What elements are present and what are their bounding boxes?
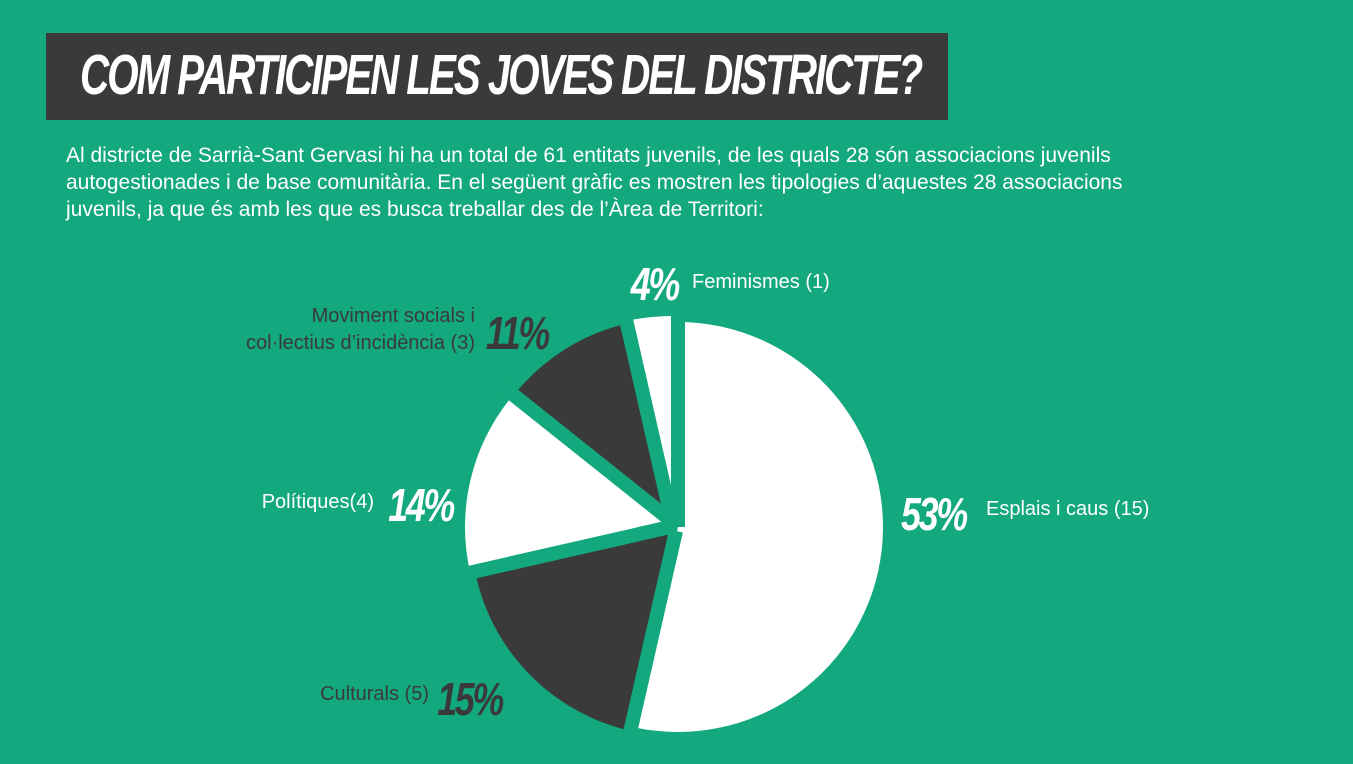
slice-separator-3 <box>449 520 672 584</box>
intro-line-2: autogestionades i de base comunitària. E… <box>66 171 1123 194</box>
category-label-4-line-2: col·lectius d’incidència (3) <box>246 332 475 354</box>
percent-label-1: 53% <box>901 489 968 540</box>
intro-line-3: juvenils, ja que és amb les que es busca… <box>66 198 764 221</box>
category-label-5: Feminismes (1) <box>692 271 830 293</box>
intro-line-1: Al districte de Sarrià-Sant Gervasi hi h… <box>66 144 1111 167</box>
slice-separator-2 <box>619 529 683 752</box>
percent-label-2: 15% <box>437 674 504 725</box>
page-title: COM PARTICIPEN LES JOVES DEL DISTRICTE? <box>80 43 923 107</box>
pie-slice-3 <box>465 399 670 573</box>
title-bar <box>46 33 948 120</box>
percent-label-4: 11% <box>486 308 550 359</box>
pie-slice-1 <box>632 322 883 732</box>
slice-separator-5 <box>615 300 679 523</box>
category-label-2: Culturals (5) <box>320 683 429 705</box>
intro-paragraph: Al districte de Sarrià-Sant Gervasi hi h… <box>66 142 1296 223</box>
percent-label-5: 4% <box>630 259 680 310</box>
percent-label-3: 14% <box>388 480 455 531</box>
category-label-1: Esplais i caus (15) <box>986 498 1149 520</box>
category-label-4-line-1: Moviment socials i <box>312 305 475 327</box>
category-label-3: Polítiques(4) <box>262 491 374 513</box>
slice-separator-4 <box>493 377 679 529</box>
pie-slice-2 <box>476 531 676 731</box>
